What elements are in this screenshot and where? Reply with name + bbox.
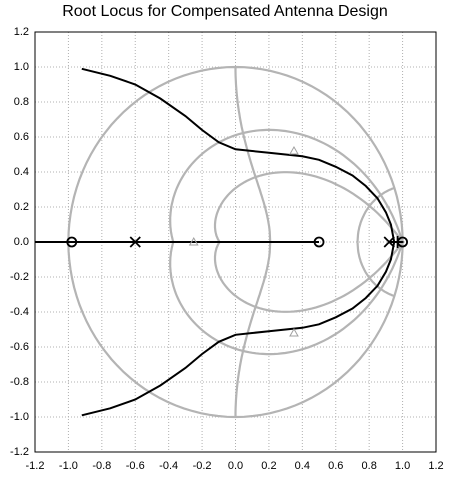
zero-marker [313, 236, 325, 248]
x-tick-label: -1.2 [26, 460, 45, 472]
y-tick-label: -0.2 [10, 271, 29, 283]
y-tick-label: 0.4 [14, 166, 29, 178]
x-tick-label: 0.4 [295, 460, 310, 472]
x-tick-label: -1.0 [59, 460, 78, 472]
damping-curve [169, 128, 404, 356]
frequency-curve [234, 67, 272, 417]
zero-marker [397, 236, 408, 248]
pole-marker [383, 236, 395, 248]
x-tick-label: -0.8 [92, 460, 111, 472]
frequency-curve [356, 186, 395, 298]
x-tick-label: -0.2 [193, 460, 212, 472]
plot-frame [34, 31, 437, 453]
chart-title: Root Locus for Compensated Antenna Desig… [62, 3, 388, 20]
tick-labels: -1.2 -1.0 -0.8 -0.6 -0.4 -0.2 0.0 0.2 0.4 0.6 0.8 1… [10, 26, 444, 472]
closed-loop-marker [188, 236, 199, 246]
y-tick-label: -0.4 [10, 306, 29, 318]
y-tick-label: 1.2 [14, 26, 29, 38]
y-tick-label: -0.6 [10, 341, 29, 353]
y-tick-label: -1.2 [10, 446, 29, 458]
y-tick-label: 0.2 [14, 201, 29, 213]
x-tick-label: 0.0 [228, 460, 243, 472]
y-tick-label: 0.0 [14, 236, 29, 248]
locus-branch [81, 241, 396, 417]
y-tick-label: 0.6 [14, 131, 29, 143]
y-tick-label: -1.0 [10, 411, 29, 423]
x-tick-label: 0.6 [328, 460, 343, 472]
y-tick-label: 0.8 [14, 96, 29, 108]
x-tick-label: 1.2 [428, 460, 443, 472]
x-tick-label: -0.4 [159, 460, 178, 472]
y-tick-label: -0.8 [10, 376, 29, 388]
x-tick-label: 1.0 [395, 460, 410, 472]
plot [35, 67, 408, 417]
pole-marker [129, 236, 141, 248]
closed-loop-marker [289, 327, 299, 337]
x-tick-label: -0.6 [126, 460, 145, 472]
closed-loop-marker [289, 145, 299, 155]
x-tick-label: 0.8 [362, 460, 377, 472]
x-tick-label: 0.2 [261, 460, 276, 472]
zero-marker [66, 236, 78, 248]
y-tick-label: 1.0 [14, 61, 29, 73]
locus-branch [81, 67, 396, 243]
damping-curve [213, 171, 404, 313]
